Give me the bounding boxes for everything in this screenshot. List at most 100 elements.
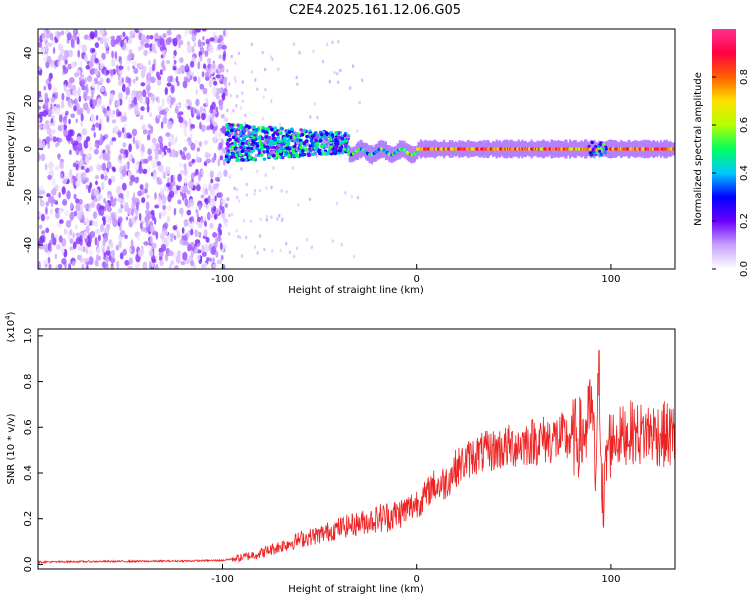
heatmap-cell bbox=[212, 257, 216, 263]
heatmap-cell bbox=[189, 60, 195, 68]
heatmap-cell bbox=[224, 203, 229, 208]
heatmap-cell bbox=[115, 244, 120, 251]
y-tick-label: 0.8 bbox=[23, 374, 34, 390]
heatmap-cell bbox=[151, 43, 156, 53]
heatmap-cell bbox=[59, 173, 63, 179]
heatmap-cell bbox=[598, 142, 603, 146]
heatmap-cell bbox=[76, 109, 83, 116]
heatmap-cell bbox=[301, 153, 305, 157]
heatmap-cell bbox=[350, 194, 354, 199]
heatmap-cell bbox=[175, 105, 179, 114]
heatmap-cell bbox=[218, 103, 224, 111]
heatmap-cell bbox=[215, 250, 219, 258]
heatmap-cell bbox=[180, 169, 185, 175]
heatmap-cell bbox=[159, 69, 163, 76]
heatmap-cell bbox=[590, 140, 594, 145]
heatmap-cell bbox=[126, 45, 129, 51]
heatmap-cell bbox=[88, 165, 94, 172]
heatmap-cell bbox=[189, 132, 193, 140]
snr-y-label: SNR (10 * v/v) bbox=[6, 413, 17, 484]
heatmap-cell bbox=[140, 34, 146, 44]
heatmap-cell bbox=[82, 153, 86, 162]
heatmap-cell bbox=[138, 62, 143, 69]
heatmap-cell bbox=[122, 166, 127, 175]
heatmap-cell bbox=[54, 253, 58, 260]
heatmap-cell bbox=[293, 254, 296, 259]
heatmap-cell bbox=[94, 68, 99, 76]
heatmap-cell bbox=[285, 146, 290, 151]
heatmap-cell bbox=[271, 249, 274, 253]
heatmap-cell bbox=[147, 86, 150, 96]
y-tick-label: 0 bbox=[23, 146, 34, 152]
heatmap-cell bbox=[38, 41, 43, 48]
heatmap-cell bbox=[325, 42, 329, 47]
heatmap-cell bbox=[101, 261, 107, 268]
heatmap-cell bbox=[135, 76, 139, 81]
heatmap-cell bbox=[142, 124, 146, 130]
heatmap-cell bbox=[58, 44, 64, 51]
heatmap-cell bbox=[211, 157, 216, 164]
heatmap-cell bbox=[310, 245, 313, 250]
heatmap-cell bbox=[358, 100, 361, 105]
heatmap-cell bbox=[205, 114, 211, 123]
heatmap-cell bbox=[291, 154, 296, 158]
heatmap-cell bbox=[125, 86, 130, 96]
heatmap-cell bbox=[336, 72, 339, 76]
heatmap-cell bbox=[83, 139, 89, 149]
heatmap-cell bbox=[159, 259, 164, 266]
heatmap-x-label: Height of straight line (km) bbox=[288, 285, 424, 296]
heatmap-cell bbox=[78, 198, 83, 205]
heatmap-cell bbox=[252, 157, 256, 161]
heatmap-cell bbox=[230, 128, 234, 133]
heatmap-cell bbox=[361, 78, 364, 83]
heatmap-cell bbox=[137, 234, 140, 241]
heatmap-cell bbox=[194, 248, 198, 253]
heatmap-cell bbox=[155, 143, 160, 151]
heatmap-cell bbox=[228, 175, 231, 179]
heatmap-cell bbox=[224, 154, 229, 159]
heatmap-cell bbox=[180, 187, 183, 193]
heatmap-cell bbox=[54, 165, 59, 171]
x-tick-label: 0 bbox=[414, 274, 420, 285]
x-tick-label: -100 bbox=[211, 274, 234, 285]
heatmap-cell bbox=[160, 233, 165, 240]
heatmap-cell bbox=[69, 102, 73, 109]
heatmap-cell bbox=[127, 265, 133, 269]
heatmap-cell bbox=[253, 188, 257, 193]
heatmap-cell bbox=[38, 224, 43, 230]
heatmap-cell bbox=[104, 255, 110, 263]
heatmap-cell bbox=[58, 192, 61, 199]
heatmap-cell bbox=[141, 143, 145, 153]
heatmap-cell bbox=[235, 158, 239, 163]
heatmap-cell bbox=[52, 136, 57, 143]
heatmap-cell bbox=[146, 165, 151, 173]
heatmap-cell bbox=[344, 139, 349, 143]
heatmap-cell bbox=[299, 141, 303, 146]
heatmap-cell bbox=[331, 40, 334, 45]
heatmap-cell bbox=[267, 154, 272, 159]
heatmap-cell bbox=[223, 159, 226, 166]
heatmap-cell bbox=[38, 185, 45, 191]
heatmap-cell bbox=[52, 237, 57, 246]
heatmap-cell bbox=[132, 60, 137, 67]
heatmap-cell bbox=[309, 115, 312, 119]
heatmap-cell bbox=[129, 30, 135, 36]
colorbar-gradient bbox=[712, 29, 736, 269]
heatmap-cell bbox=[159, 110, 164, 115]
heatmap-cell bbox=[63, 228, 68, 235]
colorbar: 0.0 0.2 0.4 0.6 0.8 Normalized spectral ampl… bbox=[693, 29, 750, 277]
heatmap-cell bbox=[254, 128, 259, 132]
heatmap-cell bbox=[40, 235, 45, 244]
heatmap-cell bbox=[191, 221, 194, 230]
snr-x-ticks: -100 0 100 bbox=[211, 564, 620, 585]
heatmap-cell bbox=[72, 175, 76, 185]
heatmap-cell bbox=[225, 142, 230, 146]
heatmap-cell bbox=[66, 190, 71, 200]
heatmap-cell bbox=[227, 133, 232, 138]
heatmap-cell bbox=[112, 167, 116, 173]
heatmap-cell bbox=[86, 265, 89, 269]
heatmap-cell bbox=[162, 116, 168, 124]
heatmap-cell bbox=[99, 63, 104, 70]
heatmap-cell bbox=[195, 98, 200, 107]
heatmap-cell bbox=[127, 65, 130, 72]
